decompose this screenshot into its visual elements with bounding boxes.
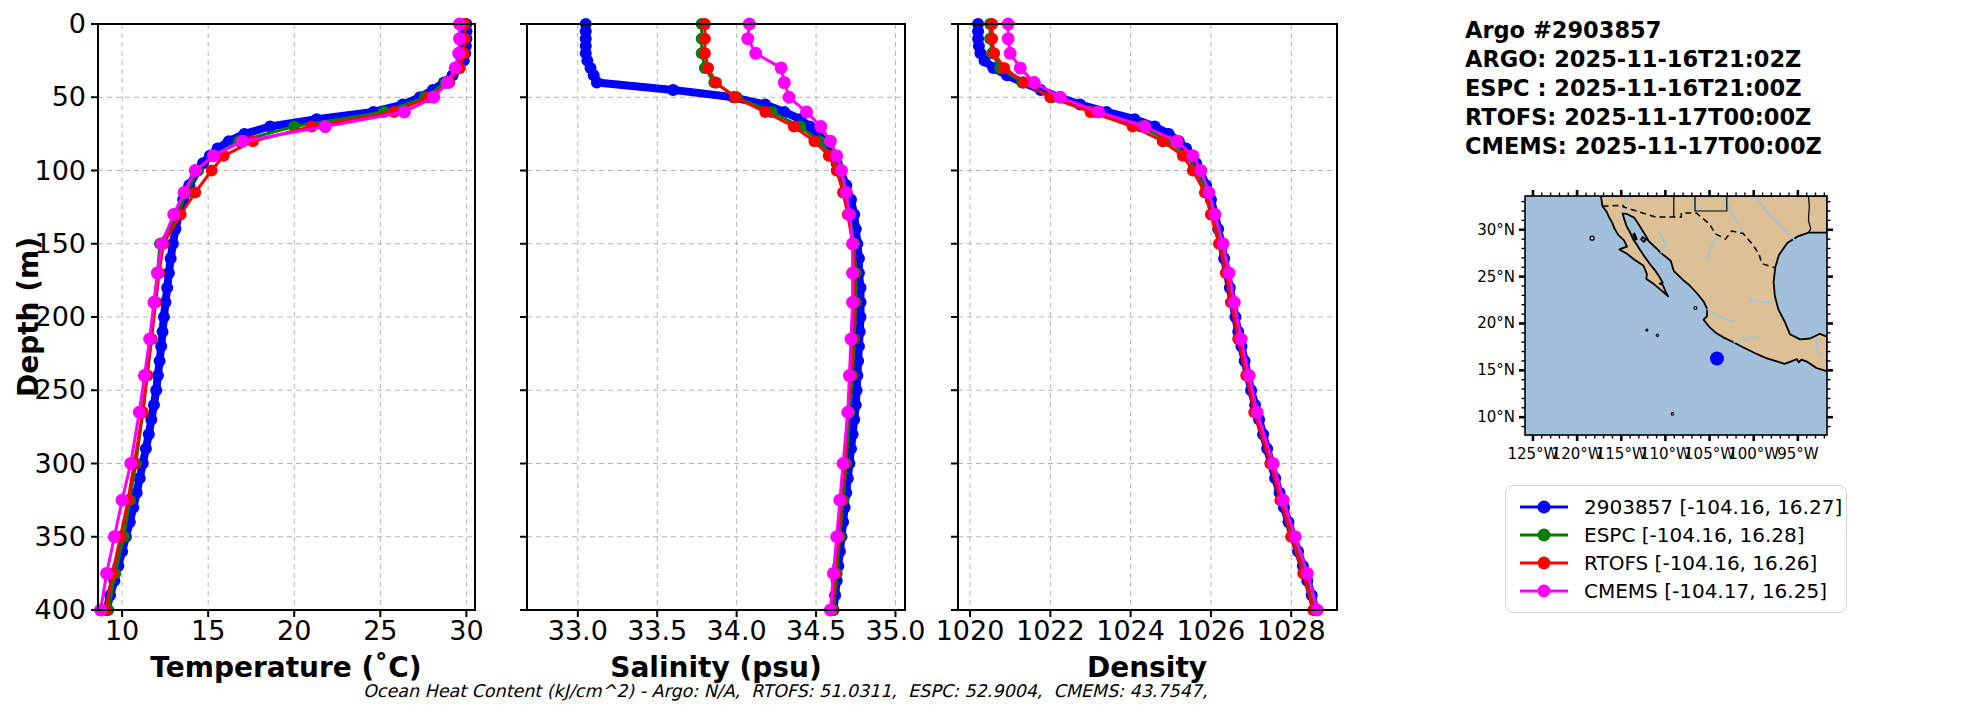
cmems-timestamp: CMEMS: 2025-11-17T00:00Z [1465, 132, 1822, 161]
espc-timestamp: ESPC : 2025-11-16T21:00Z [1465, 74, 1822, 103]
svg-text:1020: 1020 [936, 615, 1005, 646]
svg-text:1022: 1022 [1016, 615, 1085, 646]
legend-label: CMEMS [-104.17, 16.25] [1572, 579, 1827, 603]
svg-text:15°N: 15°N [1477, 361, 1515, 379]
svg-text:20°N: 20°N [1477, 314, 1515, 332]
rtofs-timestamp: RTOFS: 2025-11-17T00:00Z [1465, 103, 1822, 132]
legend-line-sample [1516, 495, 1572, 519]
legend: 2903857 [-104.16, 16.27] ESPC [-104.16, … [1505, 485, 1847, 613]
legend-line-sample [1516, 551, 1572, 575]
svg-text:1028: 1028 [1257, 615, 1326, 646]
legend-label: ESPC [-104.16, 16.28] [1572, 523, 1805, 547]
svg-text:1026: 1026 [1177, 615, 1246, 646]
svg-text:10: 10 [105, 615, 139, 646]
svg-text:25°N: 25°N [1477, 268, 1515, 286]
y-axis-label: Depth (m) [12, 167, 44, 467]
svg-text:95°W: 95°W [1777, 445, 1819, 463]
svg-text:1024: 1024 [1096, 615, 1165, 646]
svg-text:34.5: 34.5 [786, 615, 846, 646]
svg-text:50: 50 [52, 81, 86, 112]
ocean-heat-content-note: Ocean Heat Content (kJ/cm^2) - Argo: N/A… [363, 681, 1207, 701]
legend-label: 2903857 [-104.16, 16.27] [1572, 495, 1842, 519]
svg-text:350: 350 [34, 521, 86, 552]
svg-text:100°W: 100°W [1728, 445, 1779, 463]
svg-text:0: 0 [69, 8, 86, 39]
svg-text:33.5: 33.5 [627, 615, 687, 646]
svg-text:25: 25 [363, 615, 397, 646]
svg-text:10°N: 10°N [1477, 408, 1515, 426]
svg-text:33.0: 33.0 [548, 615, 608, 646]
svg-text:15: 15 [191, 615, 225, 646]
svg-text:35.0: 35.0 [865, 615, 925, 646]
legend-line-sample [1516, 523, 1572, 547]
x-axis-label-temperature: Temperature (˚C) [76, 651, 496, 684]
legend-item-espc: ESPC [-104.16, 16.28] [1516, 521, 1846, 549]
legend-line-sample [1516, 579, 1572, 603]
svg-text:34.0: 34.0 [707, 615, 767, 646]
legend-item-rtofs: RTOFS [-104.16, 16.26] [1516, 549, 1846, 577]
argo-timestamp: ARGO: 2025-11-16T21:02Z [1465, 45, 1822, 74]
legend-label: RTOFS [-104.16, 16.26] [1572, 551, 1817, 575]
legend-item-cmems: CMEMS [-104.17, 16.25] [1516, 577, 1846, 605]
svg-text:30: 30 [449, 615, 483, 646]
svg-text:20: 20 [277, 615, 311, 646]
title-block: Argo #2903857 ARGO: 2025-11-16T21:02Z ES… [1465, 16, 1822, 161]
figure-title: Argo #2903857 [1465, 16, 1822, 45]
x-axis-label-salinity: Salinity (psu) [506, 651, 926, 684]
svg-text:400: 400 [34, 594, 86, 625]
figure: 101520253005010015020025030035040033.033… [0, 0, 1967, 712]
svg-text:30°N: 30°N [1477, 221, 1515, 239]
legend-item-argo: 2903857 [-104.16, 16.27] [1516, 493, 1846, 521]
x-axis-label-density: Density [937, 651, 1357, 684]
